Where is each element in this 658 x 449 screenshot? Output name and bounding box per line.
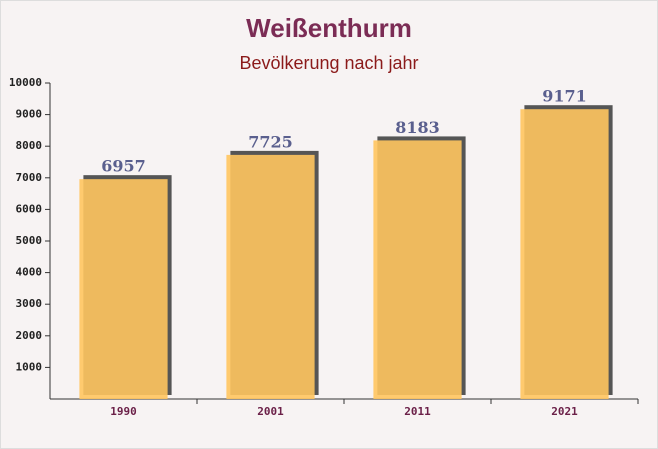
bar bbox=[373, 140, 462, 399]
chart-subtitle: Bevölkerung nach jahr bbox=[239, 53, 418, 73]
bar bbox=[226, 154, 315, 399]
bar bbox=[520, 109, 609, 399]
x-tick-label: 2001 bbox=[257, 405, 284, 418]
x-tick-label: 2011 bbox=[404, 405, 431, 418]
x-tick-label: 2021 bbox=[551, 405, 578, 418]
x-tick-label: 1990 bbox=[110, 405, 137, 418]
y-tick-label: 5000 bbox=[16, 234, 43, 247]
y-tick-label: 9000 bbox=[16, 108, 43, 121]
y-tick-label: 8000 bbox=[16, 139, 43, 152]
y-tick-label: 1000 bbox=[16, 360, 43, 373]
y-tick-label: 3000 bbox=[16, 297, 43, 310]
y-tick-label: 6000 bbox=[16, 202, 43, 215]
value-label: 9171 bbox=[542, 87, 587, 106]
value-label: 8183 bbox=[395, 118, 440, 137]
chart-title: Weißenthurm bbox=[246, 13, 412, 43]
y-tick-label: 7000 bbox=[16, 171, 43, 184]
y-tick-label: 10000 bbox=[9, 76, 42, 89]
value-label: 6957 bbox=[101, 157, 146, 176]
bar bbox=[79, 179, 168, 399]
y-tick-label: 4000 bbox=[16, 266, 43, 279]
y-tick-label: 2000 bbox=[16, 329, 43, 342]
value-label: 7725 bbox=[248, 132, 293, 151]
